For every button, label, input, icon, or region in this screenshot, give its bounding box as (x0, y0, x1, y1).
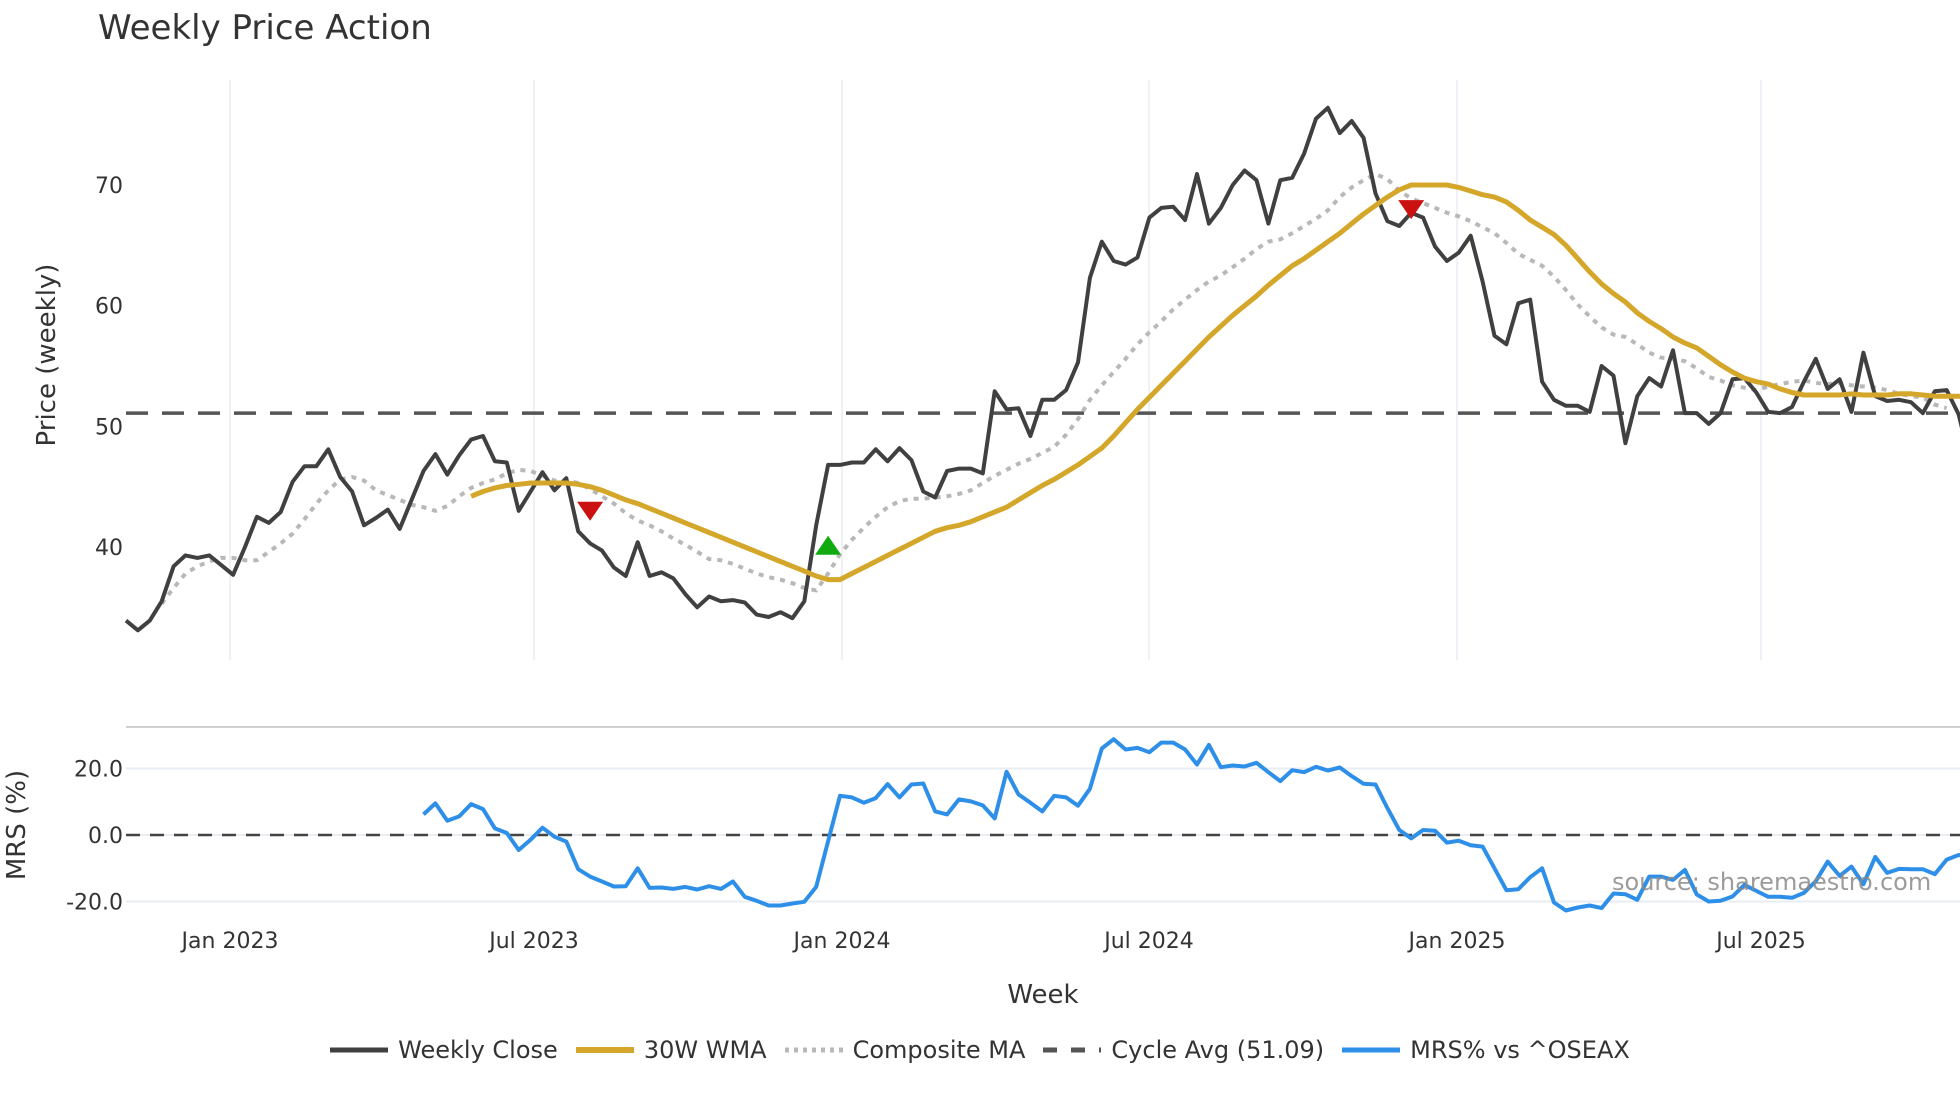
legend-label: Composite MA (852, 1036, 1026, 1064)
legend-swatch-icon (1342, 1047, 1401, 1053)
mrs-tick-label: 0.0 (88, 824, 123, 849)
price-tick-label: 60 (95, 295, 123, 320)
legend-item-cycle[interactable]: Cycle Avg (51.09) (1043, 1036, 1324, 1064)
legend-label: Weekly Close (398, 1036, 558, 1064)
gridlines (126, 80, 1960, 903)
price-tick-label: 70 (95, 174, 123, 199)
legend-swatch-icon (1043, 1047, 1102, 1053)
legend-swatch-icon (784, 1047, 843, 1053)
price-axis-title: Price (weekly) (32, 264, 62, 447)
price-tick-label: 50 (95, 415, 123, 440)
x-axis-title: Week (1007, 980, 1078, 1010)
legend-label: 30W WMA (643, 1036, 767, 1064)
x-tick-label: Jul 2025 (1714, 929, 1806, 954)
x-tick-label: Jul 2024 (1102, 929, 1194, 954)
legend-item-composite[interactable]: Composite MA (784, 1036, 1026, 1064)
legend-item-wma[interactable]: 30W WMA (575, 1036, 767, 1064)
legend-swatch-icon (575, 1047, 634, 1053)
price-panel[interactable] (124, 105, 1960, 633)
sell-signal-marker-icon[interactable] (577, 501, 604, 521)
mrs-tick-label: 20.0 (74, 758, 123, 783)
axes: 40 50 60 70 20.0 0.0 -20.0 Jan 2023 Jul 2023 Jan … (2, 174, 1806, 1010)
weekly-close-line[interactable] (124, 105, 1960, 633)
sell-signal-marker-icon[interactable] (1398, 200, 1425, 220)
mrs-axis-title: MRS (%) (2, 770, 32, 880)
legend-label: Cycle Avg (51.09) (1111, 1036, 1325, 1064)
x-tick-label: Jul 2023 (487, 929, 579, 954)
legend-label: MRS% vs ^OSEAX (1410, 1036, 1630, 1064)
legend: Weekly Close 30W WMA Composite MA Cycle Avg… (0, 1036, 1960, 1064)
x-tick-label: Jan 2024 (792, 929, 891, 954)
legend-item-close[interactable]: Weekly Close (330, 1036, 558, 1064)
price-tick-label: 40 (95, 536, 123, 561)
wma-line[interactable] (470, 182, 1960, 583)
mrs-tick-label: -20.0 (66, 891, 123, 916)
x-tick-label: Jan 2025 (1407, 929, 1506, 954)
mrs-line[interactable] (422, 737, 1960, 913)
x-tick-label: Jan 2023 (180, 929, 279, 954)
source-watermark: source: sharemaestro.com (1612, 868, 1932, 896)
mrs-panel[interactable] (126, 737, 1960, 913)
chart-title: Weekly Price Action (98, 8, 432, 48)
legend-item-mrs[interactable]: MRS% vs ^OSEAX (1342, 1036, 1630, 1064)
legend-swatch-icon (330, 1047, 389, 1053)
buy-signal-marker-icon[interactable] (815, 535, 842, 555)
